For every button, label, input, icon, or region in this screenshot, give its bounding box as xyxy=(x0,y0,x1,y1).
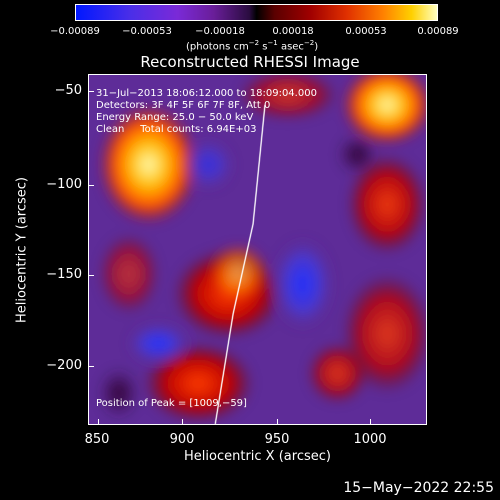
annotation-detectors: Detectors: 3F 4F 5F 6F 7F 8F, Att 0 xyxy=(96,100,271,111)
x-axis-label: Heliocentric X (arcsec) xyxy=(184,449,331,464)
annotation-energy-range: Energy Range: 25.0 − 50.0 keV xyxy=(96,112,254,123)
limb-line xyxy=(214,104,266,424)
colorbar-tick: −0.00089 xyxy=(50,26,100,37)
y-tick-label: −200 xyxy=(46,358,82,373)
colorbar-tick: 0.00089 xyxy=(417,26,459,37)
rhessi-image-plot xyxy=(88,74,427,425)
y-tick-label: −100 xyxy=(46,177,82,192)
annotation-total-counts: Clean Total counts: 6.94E+03 xyxy=(96,124,257,135)
x-tick-label: 1000 xyxy=(353,432,387,447)
x-tick-label: 950 xyxy=(264,432,290,447)
plot-title: Reconstructed RHESSI Image xyxy=(140,53,360,71)
colorbar-unit-label: (photons cm−2 s−1 asec−2) xyxy=(186,39,319,53)
colorbar-tick: −0.00018 xyxy=(195,26,245,37)
colorbar-tick: 0.00053 xyxy=(345,26,387,37)
heatmap xyxy=(89,75,426,424)
y-tick-label: −150 xyxy=(46,267,82,282)
colorbar-tick: −0.00053 xyxy=(122,26,172,37)
y-tick-label: −50 xyxy=(54,83,82,98)
timestamp: 15−May−2022 22:55 xyxy=(343,480,494,496)
colorbar xyxy=(75,4,438,21)
x-tick-label: 900 xyxy=(169,432,195,447)
y-axis-label: Heliocentric Y (arcsec) xyxy=(14,177,30,323)
colorbar-tick: 0.00018 xyxy=(272,26,314,37)
x-tick-label: 850 xyxy=(84,432,110,447)
annotation-time-range: 31−Jul−2013 18:06:12.000 to 18:09:04.000 xyxy=(96,88,317,99)
annotation-peak-position: Position of Peak = [1009,−59] xyxy=(96,398,247,409)
